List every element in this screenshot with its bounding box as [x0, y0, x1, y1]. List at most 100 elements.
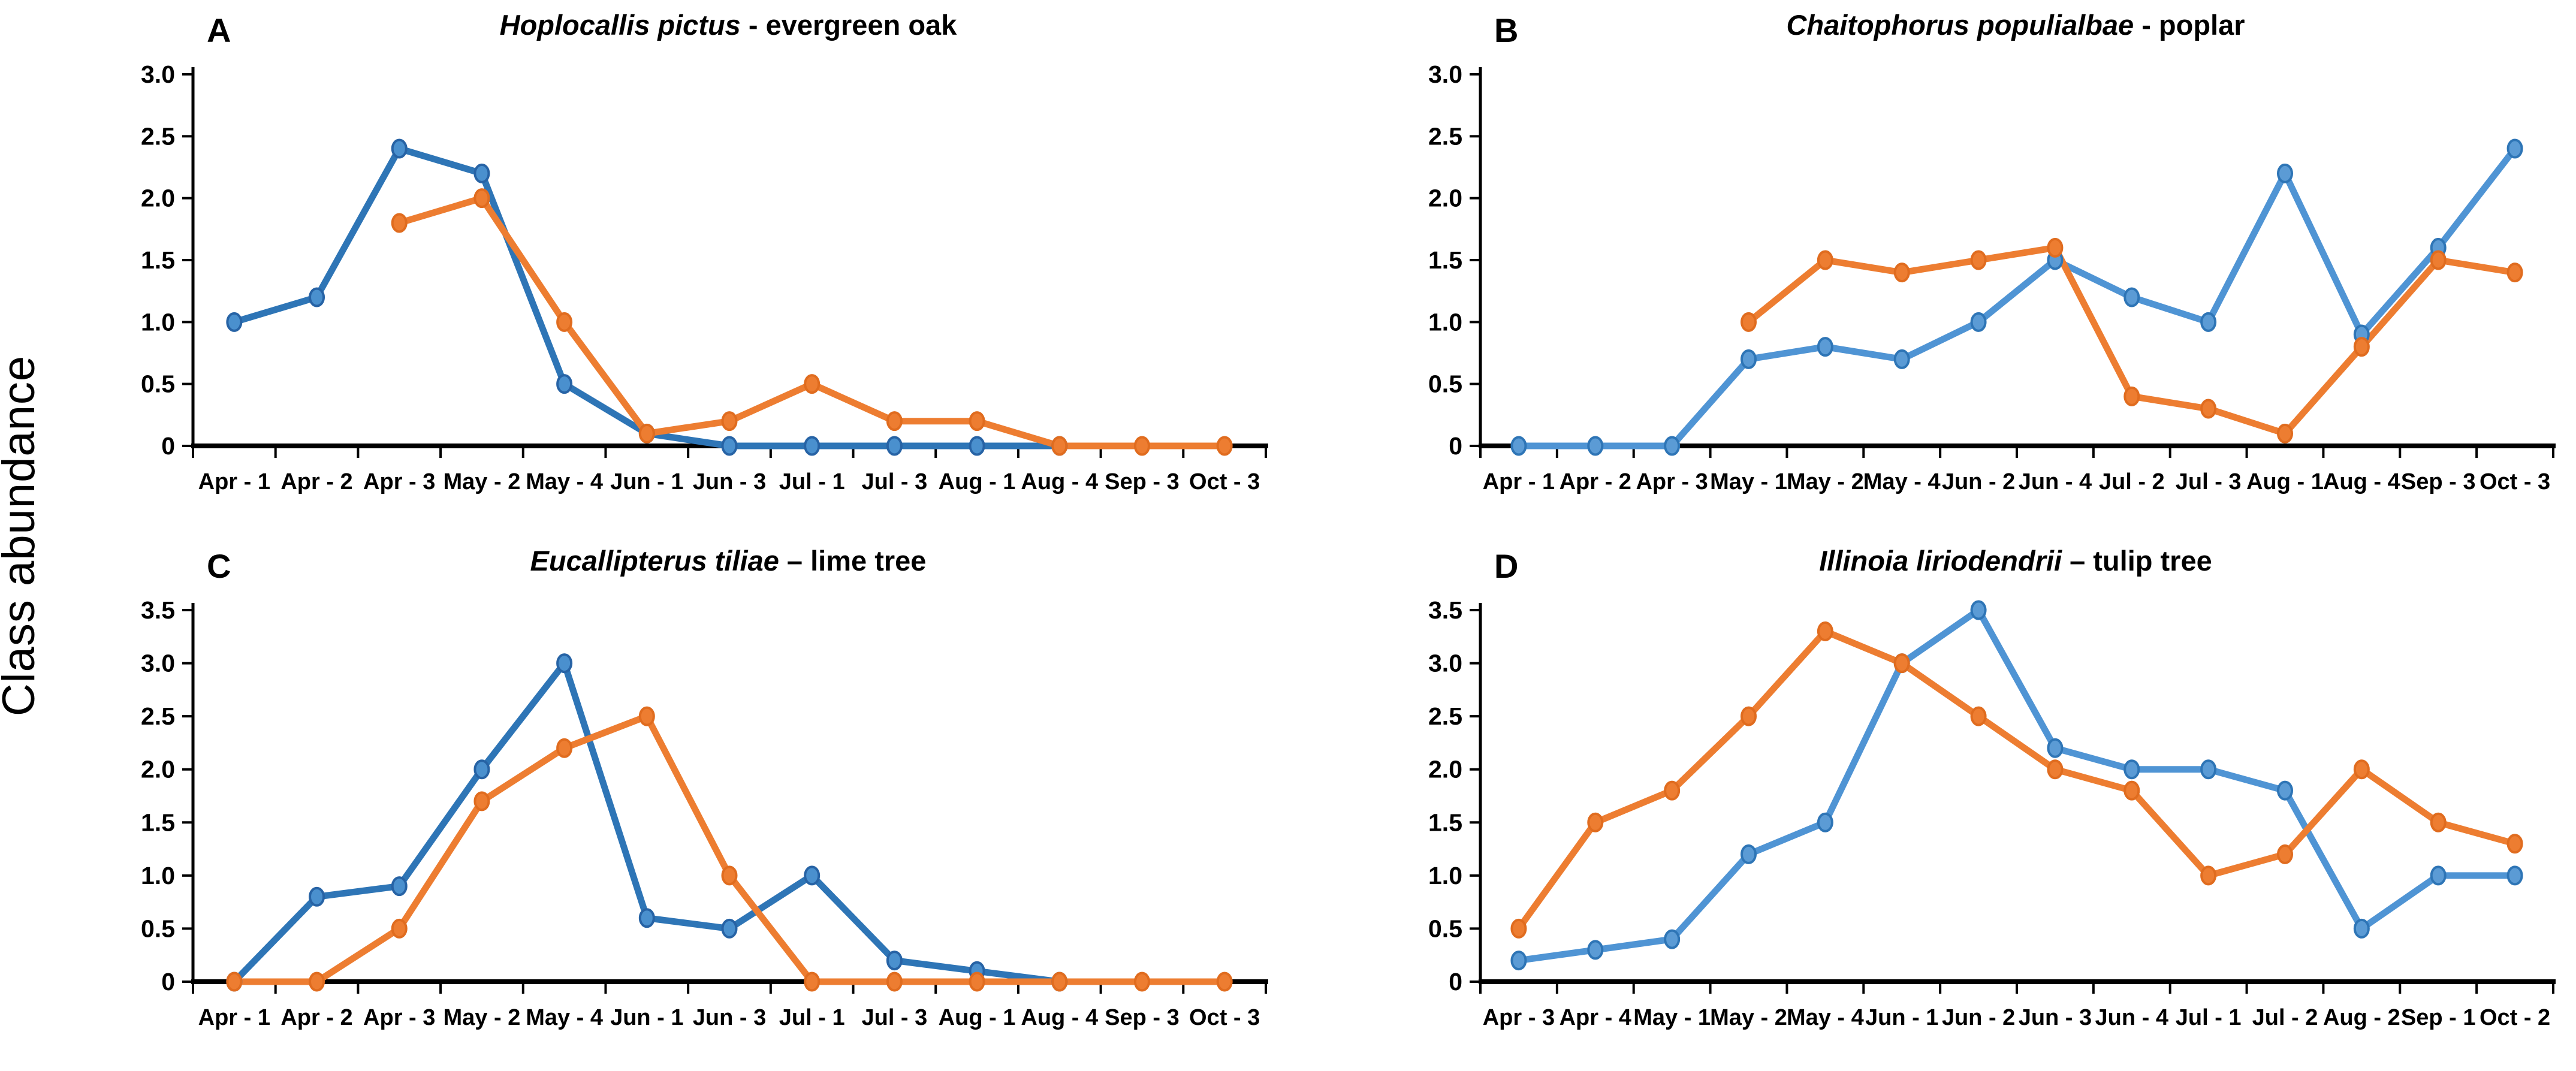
data-marker-orange: [226, 972, 243, 992]
x-tick-label: Aug - 1: [2246, 469, 2324, 494]
series-line-orange: [1515, 627, 2518, 932]
y-tick-label: 1.5: [1428, 808, 1462, 836]
data-marker-blue: [1741, 844, 1757, 864]
panel-b-host-name: - poplar: [2134, 9, 2245, 41]
data-marker-orange: [2123, 780, 2140, 801]
data-marker-orange: [1741, 312, 1757, 332]
panel-a-title: Hoplocallis pictus - evergreen oak: [192, 8, 1265, 41]
data-marker-blue: [2047, 738, 2064, 758]
panel-d: D Illinoia liriodendrii – tulip tree 0 0.…: [1365, 536, 2576, 1071]
y-axis-label: Class abundance: [0, 355, 44, 716]
x-tick-label: Jun - 1: [610, 469, 683, 494]
x-tick-label: Jul - 1: [779, 1005, 845, 1030]
data-marker-orange: [886, 411, 903, 432]
data-marker-orange: [2200, 865, 2217, 886]
data-marker-orange: [1817, 250, 1833, 270]
x-tick-label: Aug - 4: [1021, 1005, 1098, 1030]
data-marker-blue: [2277, 780, 2293, 801]
data-marker-orange: [638, 706, 655, 726]
data-marker-orange: [2277, 423, 2293, 444]
data-marker-orange: [391, 213, 408, 233]
data-marker-blue: [1587, 436, 1604, 456]
panel-c-host-name: – lime tree: [779, 545, 927, 577]
panel-b-species-name: Chaitophorus populialbae: [1786, 9, 2134, 41]
data-marker-blue: [2430, 865, 2447, 886]
data-marker-blue: [1664, 929, 1681, 949]
x-tick-label: Apr - 3: [363, 469, 435, 494]
y-tick-label: 1.5: [141, 808, 175, 836]
data-marker-orange: [1051, 972, 1068, 992]
data-marker-orange: [2506, 263, 2523, 283]
data-marker-blue: [1970, 600, 1987, 620]
x-tick-label: May - 2: [444, 1005, 521, 1030]
data-marker-orange: [473, 188, 490, 209]
data-marker-orange: [1510, 918, 1527, 939]
panel-c-species-name: Eucallipterus tiliae: [530, 545, 779, 577]
data-marker-orange: [886, 972, 903, 992]
x-tick-label: Jun - 4: [2019, 469, 2092, 494]
x-tick-label: Oct - 3: [2480, 469, 2550, 494]
data-marker-blue: [2123, 759, 2140, 780]
x-tick-label: Jul - 1: [779, 469, 845, 494]
data-marker-orange: [804, 972, 821, 992]
y-tick-label: 3.5: [1428, 596, 1462, 624]
series-line-blue: [1515, 145, 2518, 449]
data-marker-blue: [1893, 349, 1910, 369]
panel-a-host-name: - evergreen oak: [740, 9, 957, 41]
x-tick-label: May - 1: [1633, 1005, 1711, 1030]
y-tick-label: 2.5: [1428, 122, 1462, 150]
data-marker-orange: [2277, 844, 2293, 864]
x-tick-label: May - 4: [526, 1005, 603, 1030]
x-tick-label: Apr - 2: [1560, 469, 1631, 494]
data-marker-orange: [804, 374, 821, 394]
data-marker-blue: [1817, 812, 1833, 832]
data-marker-blue: [721, 918, 738, 939]
y-tick-label: 0: [161, 432, 175, 460]
data-marker-blue: [804, 436, 821, 456]
y-tick-label: 3.0: [1428, 61, 1462, 88]
x-tick-label: Oct - 3: [1189, 1005, 1260, 1030]
panel-b-letter: B: [1494, 11, 1519, 49]
data-marker-orange: [969, 411, 985, 432]
x-tick-label: Sep - 3: [1105, 469, 1180, 494]
data-marker-orange: [1216, 972, 1233, 992]
x-tick-label: May - 2: [1787, 469, 1864, 494]
data-marker-blue: [226, 312, 243, 332]
data-marker-orange: [473, 791, 490, 811]
y-tick-label: 2.0: [141, 185, 175, 212]
panel-a-species-name: Hoplocallis pictus: [499, 9, 741, 41]
y-tick-label: 3.0: [141, 61, 175, 88]
data-marker-blue: [969, 436, 985, 456]
data-marker-orange: [1664, 780, 1681, 801]
y-tick-label: 1.0: [1428, 862, 1462, 889]
y-tick-label: 0.5: [1428, 370, 1462, 398]
data-marker-blue: [1817, 337, 1833, 357]
data-marker-orange: [1587, 812, 1604, 832]
data-marker-orange: [2200, 399, 2217, 419]
y-tick-label: 3.0: [1428, 650, 1462, 677]
x-tick-label: Jul - 3: [2176, 469, 2242, 494]
x-tick-label: Apr - 2: [280, 1005, 352, 1030]
y-tick-label: 0.5: [141, 370, 175, 398]
x-tick-label: Jun - 3: [693, 469, 766, 494]
data-marker-blue: [556, 653, 573, 674]
y-tick-label: 0: [1449, 968, 1462, 995]
y-tick-label: 1.0: [1428, 308, 1462, 336]
panel-b-title: Chaitophorus populialbae - poplar: [1479, 8, 2552, 41]
x-tick-label: May - 2: [1710, 1005, 1787, 1030]
data-marker-orange: [1133, 972, 1150, 992]
data-marker-blue: [886, 951, 903, 971]
panel-a-letter: A: [207, 11, 231, 49]
x-tick-label: Jun - 2: [1942, 469, 2015, 494]
x-tick-label: Oct - 3: [1189, 469, 1260, 494]
x-tick-label: Oct - 2: [2480, 1005, 2550, 1030]
panel-c: C Eucallipterus tiliae – lime tree 0 0.5 1…: [78, 536, 1289, 1071]
x-tick-label: Aug - 1: [939, 469, 1016, 494]
x-tick-label: Aug - 2: [2323, 1005, 2400, 1030]
panel-d-species-name: Illinoia liriodendrii: [1819, 545, 2062, 577]
chart-panel-a: 0 0.5 1.0 1.5 2.0 2.5 3.0 Apr - 1 Apr - 2 Apr - 3…: [141, 61, 1268, 494]
data-marker-blue: [473, 163, 490, 183]
series-line-orange: [396, 195, 1228, 449]
data-marker-blue: [1510, 436, 1527, 456]
x-tick-label: Apr - 1: [1483, 469, 1555, 494]
